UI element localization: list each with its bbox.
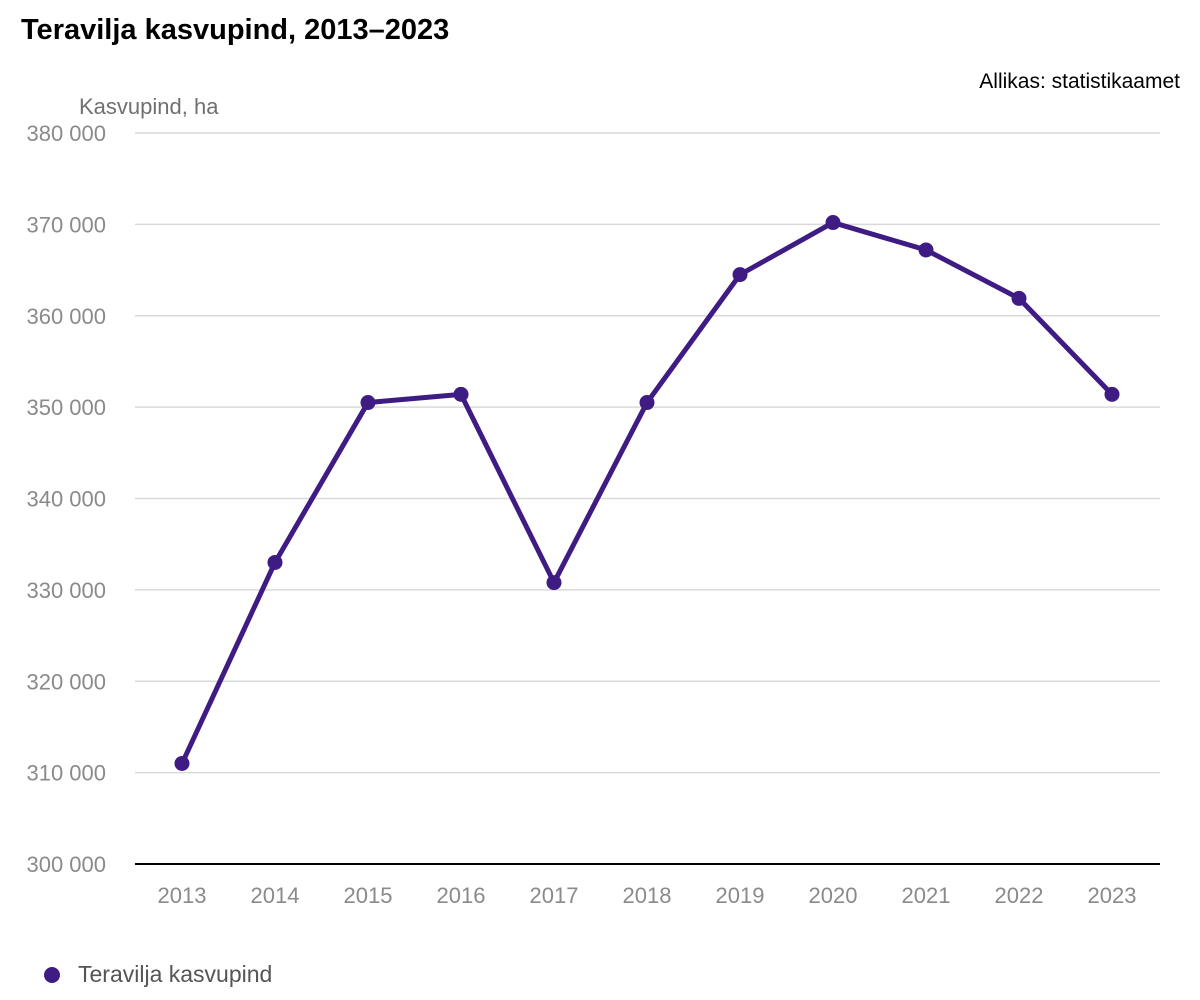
chart-source: Allikas: statistikaamet [979, 70, 1180, 93]
data-point [639, 395, 655, 411]
x-tick-label: 2014 [251, 883, 300, 908]
line-chart: Kasvupind, ha 300 000 310 000 320 000 330 0… [26, 94, 1160, 908]
y-tick-label: 320 000 [26, 669, 106, 694]
x-tick-label: 2013 [158, 883, 207, 908]
y-tick-label: 360 000 [26, 304, 106, 329]
legend-marker [44, 966, 60, 983]
data-point [918, 242, 934, 258]
y-tick-label: 330 000 [26, 578, 106, 603]
series [174, 215, 1120, 771]
legend-label: Teravilja kasvupind [78, 961, 273, 987]
data-point [453, 386, 469, 402]
x-tick-label: 2020 [809, 883, 858, 908]
y-tick-label: 380 000 [26, 121, 106, 146]
x-axis-ticks: 2013 2014 2015 2016 2017 2018 2019 2020 2021 2022… [158, 883, 1137, 908]
x-tick-label: 2018 [623, 883, 672, 908]
x-tick-label: 2022 [995, 883, 1044, 908]
gridlines [135, 132, 1160, 774]
x-tick-label: 2021 [902, 883, 951, 908]
x-tick-label: 2019 [716, 883, 765, 908]
data-point [546, 575, 562, 591]
x-tick-label: 2015 [344, 883, 393, 908]
y-tick-label: 350 000 [26, 395, 106, 420]
series-line [179, 220, 1115, 766]
y-tick-label: 370 000 [26, 212, 106, 237]
data-point [267, 554, 283, 570]
x-tick-label: 2023 [1088, 883, 1137, 908]
data-point [825, 215, 841, 231]
y-tick-label: 300 000 [26, 852, 106, 877]
data-point [360, 395, 376, 411]
legend: Teravilja kasvupind [44, 961, 272, 988]
data-point [1011, 290, 1027, 306]
x-tick-label: 2017 [530, 883, 579, 908]
y-tick-label: 310 000 [26, 761, 106, 786]
x-tick-label: 2016 [437, 883, 486, 908]
chart-title: Teravilja kasvupind, 2013–2023 [21, 14, 450, 46]
data-point [174, 755, 190, 771]
y-axis-label: Kasvupind, ha [79, 94, 219, 119]
y-tick-label: 340 000 [26, 487, 106, 512]
data-point [1104, 386, 1120, 402]
data-point [732, 267, 748, 283]
y-axis-ticks: 300 000 310 000 320 000 330 000 340 000 350 0… [26, 121, 106, 877]
